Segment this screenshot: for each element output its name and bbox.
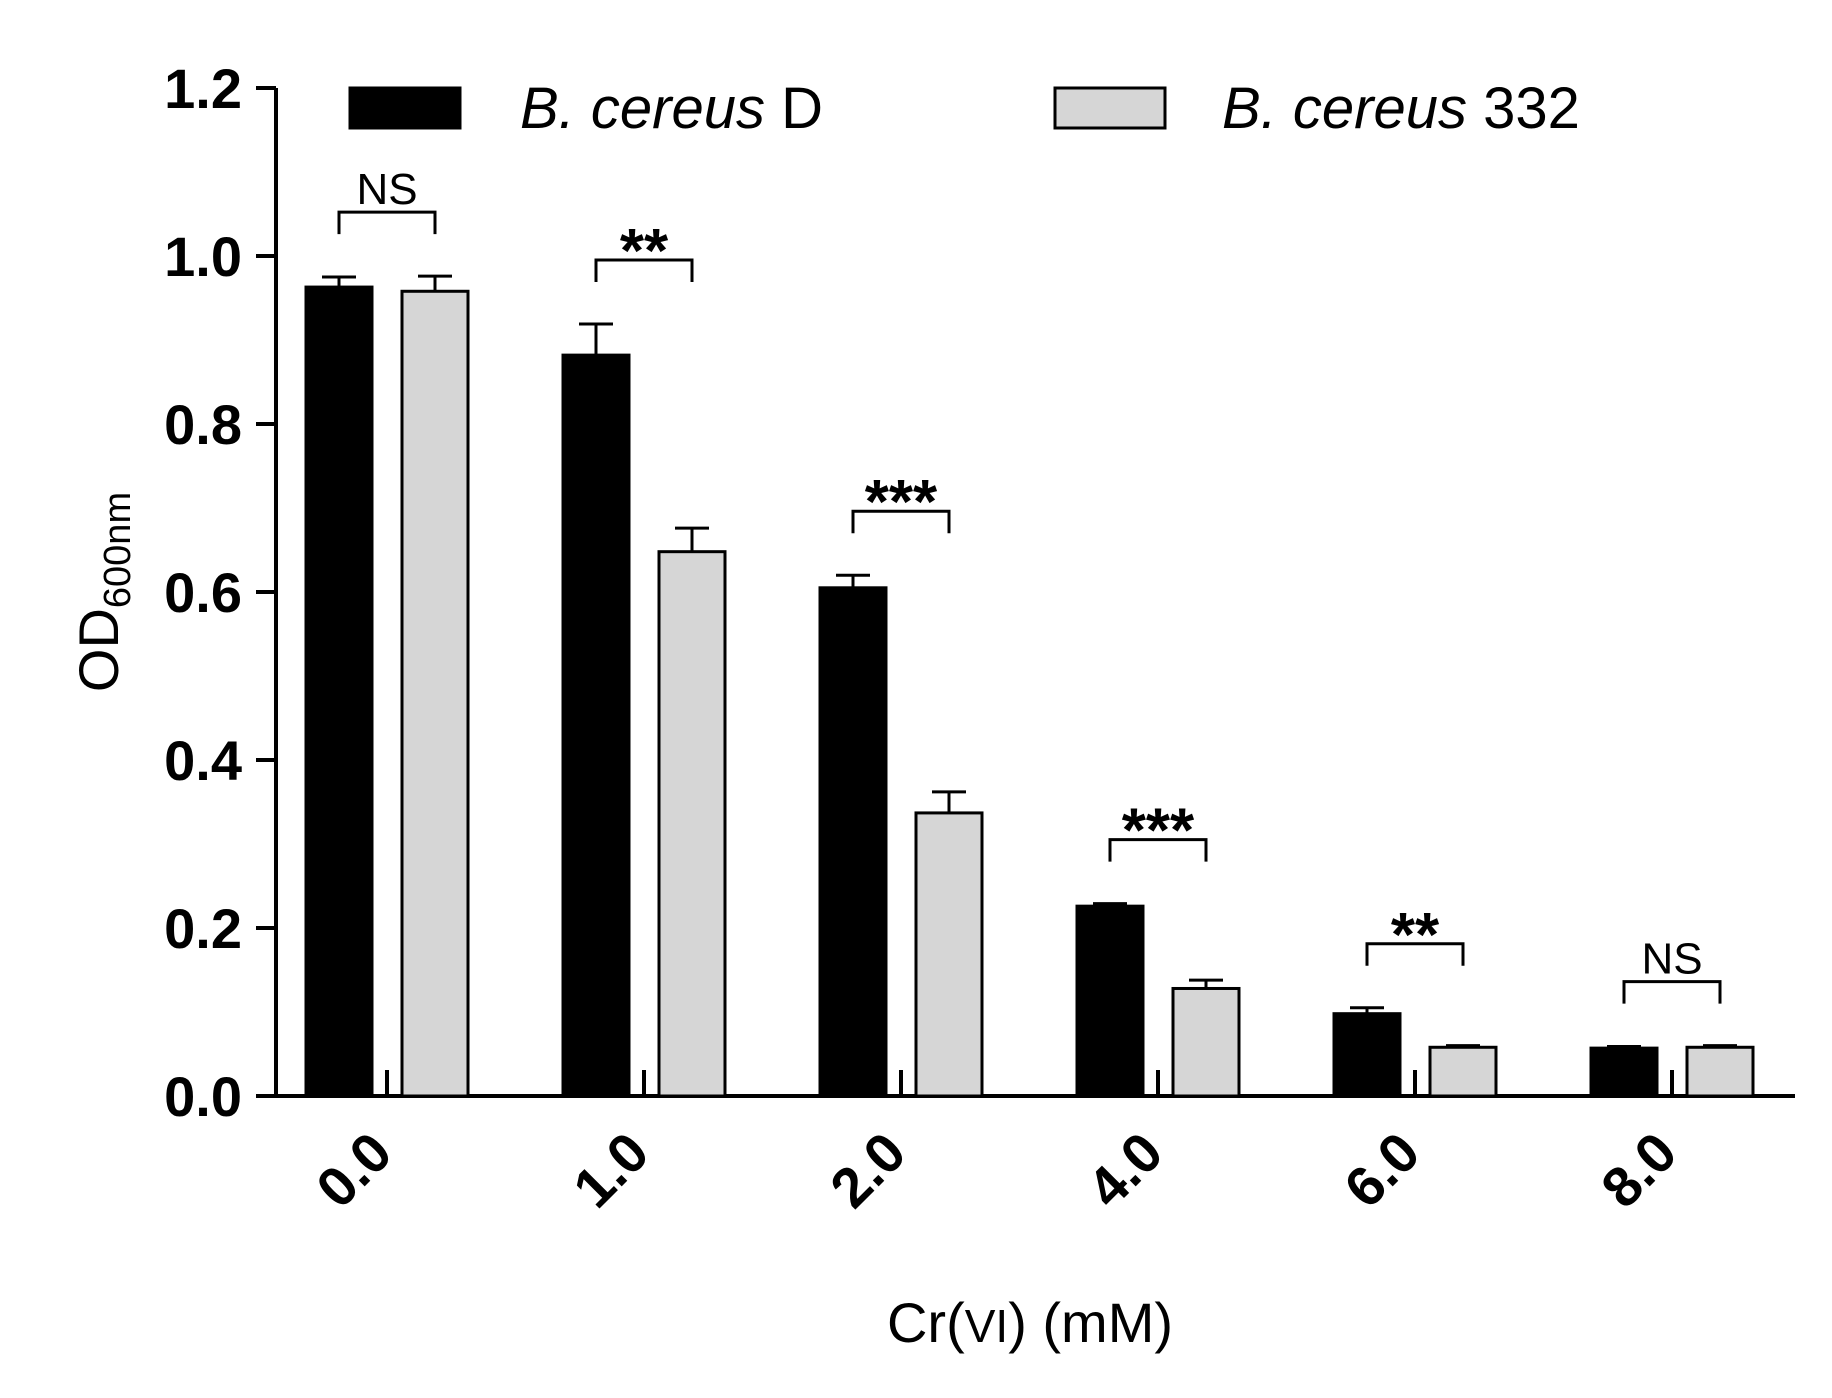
- significance-annotations: NS********** NS: [337, 165, 1722, 1004]
- legend-label-suffix: D: [765, 76, 823, 141]
- legend: B. cereus D B. cereus 332: [348, 76, 1580, 141]
- legend-label-cereus-d: B. cereus D: [520, 76, 823, 141]
- bar-cereus-d-0.0: [304, 285, 374, 1098]
- y-tick-label: 1.0: [164, 225, 242, 288]
- axis-titles: OD600nm Cr(VI) (mM): [67, 492, 1173, 1354]
- x-tick-label: 4.0: [1075, 1120, 1175, 1220]
- legend-label-italic: B. cereus: [520, 76, 765, 141]
- x-axis-title-post: ) (mM): [1008, 1291, 1173, 1354]
- legend-swatch-cereus-332: [1053, 86, 1167, 130]
- bar-cereus-332-2.0: [914, 811, 984, 1098]
- bars: [304, 285, 1755, 1098]
- significance-label: ***: [865, 468, 938, 537]
- bar-cereus-d-4.0: [1075, 904, 1145, 1098]
- significance-bracket: [851, 509, 951, 534]
- y-tick-label: 0.4: [164, 729, 242, 792]
- significance-bracket: [594, 258, 694, 283]
- legend-swatch-cereus-d: [348, 86, 462, 130]
- x-axis-title-pre: Cr(: [887, 1291, 965, 1354]
- y-axis-title-subscript: 600nm: [97, 492, 139, 608]
- significance-label: NS: [356, 165, 417, 214]
- bar-cereus-332-0.0: [400, 289, 470, 1098]
- significance-label: ***: [1122, 797, 1195, 866]
- y-tick-label: 0.8: [164, 393, 242, 456]
- bar-cereus-d-1.0: [561, 353, 631, 1098]
- y-axis-title: OD600nm: [67, 492, 139, 692]
- x-tick-label: 6.0: [1332, 1120, 1432, 1220]
- y-axis-title-main: OD: [67, 608, 130, 692]
- significance-bracket: [337, 210, 437, 235]
- bar-cereus-332-8.0: [1685, 1045, 1755, 1098]
- y-tick-label: 1.2: [164, 57, 242, 120]
- bar-cereus-d-6.0: [1332, 1012, 1402, 1098]
- bar-cereus-332-1.0: [657, 550, 727, 1098]
- y-tick-label: 0.0: [164, 1065, 242, 1128]
- x-tick-label: 1.0: [561, 1120, 661, 1220]
- significance-bracket: [1108, 838, 1208, 862]
- significance-bracket: [1365, 942, 1465, 966]
- significance-label: NS: [1641, 935, 1702, 984]
- x-tick-label: 2.0: [818, 1120, 918, 1220]
- significance-bracket: [1622, 980, 1722, 1004]
- significance-label: **: [620, 217, 669, 286]
- x-tick-label: 8.0: [1589, 1120, 1689, 1220]
- x-axis-title: Cr(VI) (mM): [887, 1291, 1173, 1354]
- legend-label-cereus-332: B. cereus 332: [1222, 76, 1580, 141]
- x-axis-title-roman: VI: [965, 1300, 1008, 1352]
- legend-label-italic: B. cereus: [1222, 76, 1467, 141]
- legend-label-suffix: 332: [1467, 76, 1580, 141]
- bar-cereus-332-6.0: [1428, 1045, 1498, 1098]
- bar-cereus-d-8.0: [1589, 1046, 1659, 1098]
- significance-label: **: [1391, 901, 1440, 970]
- error-bars: [322, 274, 1737, 1049]
- y-tick-label: 0.6: [164, 561, 242, 624]
- y-tick-label: 0.2: [164, 897, 242, 960]
- bar-cereus-d-2.0: [818, 586, 888, 1098]
- x-tick-label: 0.0: [304, 1120, 404, 1220]
- bar-cereus-332-4.0: [1171, 986, 1241, 1098]
